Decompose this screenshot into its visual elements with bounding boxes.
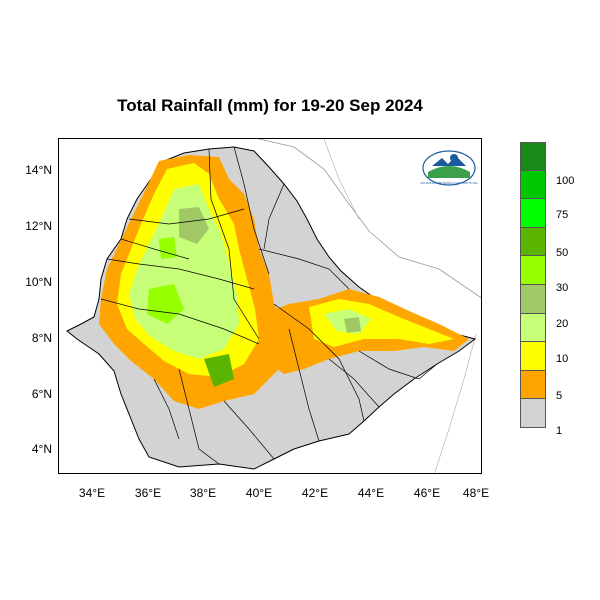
legend-swatch-2 [520, 199, 546, 228]
lon-tick-42: 42°E [301, 486, 329, 500]
rainfall-map [58, 138, 482, 474]
lon-tick-36: 36°E [134, 486, 162, 500]
lon-tick-48: 48°E [462, 486, 490, 500]
legend-swatch-0 [520, 142, 546, 171]
legend-swatch-9 [520, 399, 546, 428]
coastline-gulf [323, 139, 360, 220]
map-title: Total Rainfall (mm) for 19-20 Sep 2024 [117, 96, 423, 115]
rain-zone-green-4 [159, 237, 177, 259]
lon-tick-40: 40°E [245, 486, 273, 500]
legend-swatch-6 [520, 313, 546, 343]
rain-zone-green-3 [204, 354, 234, 387]
legend-swatch-8 [520, 370, 546, 400]
lat-tick-12: 12°N [25, 219, 52, 233]
legend-label-10: 10 [556, 353, 569, 365]
legend-swatch-3 [520, 227, 546, 257]
map-svg [66, 139, 481, 473]
legend-label-100: 100 [556, 175, 575, 187]
lon-tick-38: 38°E [189, 486, 217, 500]
lon-tick-34: 34°E [78, 486, 106, 500]
legend-swatch-7 [520, 342, 546, 371]
lat-tick-6: 6°N [31, 387, 52, 401]
legend-swatch-4 [520, 256, 546, 285]
legend-swatch-1 [520, 170, 546, 200]
legend-label-20: 20 [556, 318, 569, 330]
rain-zone-green-1 [179, 207, 209, 244]
admin-boundaries [100, 146, 438, 465]
lon-tick-46: 46°E [413, 486, 441, 500]
lat-tick-14: 14°N [25, 163, 52, 177]
logo-text: ETHIOPIAN METEOROLOGY INSTITUTE [421, 181, 478, 185]
legend-label-50: 50 [556, 247, 569, 259]
legend-label-1: 1 [556, 425, 563, 437]
lon-tick-44: 44°E [357, 486, 385, 500]
legend-label-5: 5 [556, 390, 563, 402]
legend-colorbar [520, 142, 546, 428]
rain-zone-green-2 [147, 284, 184, 324]
legend-label-75: 75 [556, 209, 569, 221]
legend-label-30: 30 [556, 282, 569, 294]
lat-tick-10: 10°N [25, 275, 52, 289]
legend-swatch-5 [520, 284, 546, 314]
lat-tick-8: 8°N [31, 331, 52, 345]
somalia-coast [434, 333, 477, 473]
rain-zone-green-5 [344, 317, 361, 333]
coastline-red-sea [258, 139, 481, 299]
lat-tick-4: 4°N [31, 442, 52, 456]
ethiopian-meteorology-logo: ETHIOPIAN METEOROLOGY INSTITUTE [421, 150, 478, 186]
